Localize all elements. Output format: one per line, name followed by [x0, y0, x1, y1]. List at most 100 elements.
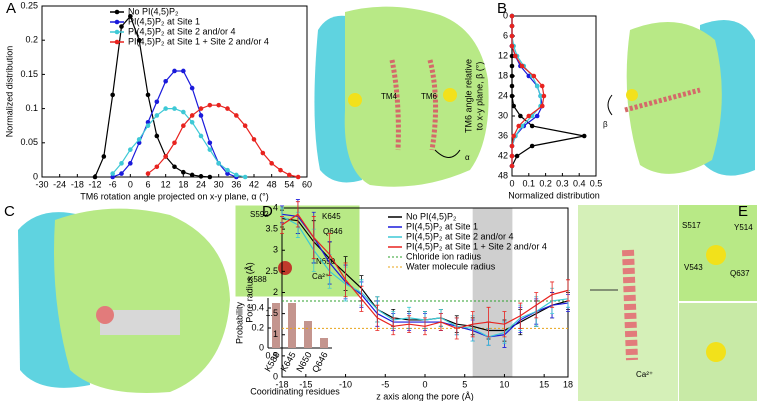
marker: [260, 150, 266, 156]
marker: [216, 102, 221, 108]
marker: [519, 123, 525, 129]
x-tick-label: -6: [109, 179, 117, 189]
x-tick-label: -12: [88, 179, 101, 189]
marker: [514, 153, 520, 159]
bar: [288, 303, 296, 348]
y-tick-label: 1: [273, 329, 278, 339]
marker: [529, 123, 535, 129]
marker: [163, 106, 168, 111]
marker: [128, 147, 133, 152]
y-tick-label: 24: [498, 90, 508, 100]
x-tick-label: 5: [462, 379, 467, 389]
x-tick-label: 0.2: [539, 178, 552, 188]
marker: [92, 174, 98, 180]
error-bar: [438, 313, 443, 331]
x-tick-label: -10: [339, 379, 352, 389]
y-tick-label: 0.1: [25, 103, 38, 113]
y-tick-label: 2.5: [265, 266, 278, 276]
y-tick-label: 36: [498, 130, 508, 140]
x-tick-label: -30: [35, 179, 48, 189]
structure-b: [607, 20, 755, 176]
marker: [529, 143, 535, 149]
error-bar: [407, 315, 412, 334]
marker: [119, 24, 124, 29]
panel-label: C: [4, 203, 15, 220]
marker: [234, 113, 239, 118]
marker: [145, 123, 151, 128]
bar: [272, 303, 280, 348]
error-bar: [391, 317, 396, 336]
marker: [509, 53, 515, 59]
annotation: S517: [682, 221, 701, 230]
panel-label: E: [738, 203, 748, 220]
error-bar: [375, 304, 380, 331]
marker: [234, 172, 239, 178]
legend-label: PI(4,5)P₂ at Site 1 + Site 2 and/or 4: [128, 36, 269, 46]
y-tick-label: 0.2: [25, 35, 38, 45]
marker: [136, 140, 142, 146]
annotation: TM4: [381, 92, 398, 101]
marker: [541, 93, 547, 99]
x-tick-label: Q646: [310, 350, 330, 374]
marker: [181, 169, 186, 175]
marker: [136, 137, 142, 142]
plot-frame: [41, 5, 308, 178]
marker: [526, 73, 532, 79]
legend-label: No PI(4,5)P₂: [128, 6, 179, 16]
x-tick-label: -5: [381, 379, 389, 389]
x-tick-label: 10: [499, 379, 509, 389]
y-tick-label: 1.5: [265, 308, 278, 318]
x-tick-label: 42: [249, 179, 259, 189]
error-bar: [550, 281, 555, 308]
series-line: [511, 16, 543, 166]
marker: [198, 106, 204, 111]
x-tick-label: 24: [196, 179, 206, 189]
x-tick-label: -24: [53, 179, 66, 189]
marker: [198, 174, 204, 179]
marker: [225, 106, 230, 111]
marker: [534, 83, 540, 89]
marker: [513, 53, 518, 59]
x-tick-label: 0.4: [573, 178, 586, 188]
marker: [136, 37, 142, 43]
marker: [539, 103, 545, 109]
legend-marker: [114, 9, 120, 15]
marker: [110, 92, 115, 98]
y-tick-label: 0.4: [251, 302, 264, 312]
annotation: Ca²⁺: [636, 370, 653, 379]
x-tick-label: 0.3: [556, 178, 569, 188]
y-tick-label: 0.05: [20, 137, 38, 147]
marker: [128, 161, 133, 166]
marker: [509, 163, 515, 169]
annotation: TM6: [421, 92, 438, 101]
annotation: S592: [250, 210, 269, 219]
y-tick-label: 42: [498, 150, 508, 160]
marker: [181, 68, 186, 74]
marker: [101, 154, 107, 159]
error-bar: [566, 279, 570, 302]
structure-e: [578, 205, 757, 401]
annotation: V543: [684, 263, 703, 272]
marker: [189, 85, 195, 91]
marker: [198, 113, 204, 118]
annotation: N650: [316, 257, 336, 266]
x-axis-label: z axis along the pore (Å): [376, 391, 474, 401]
x-tick-label: 0: [128, 179, 133, 189]
y-axis-label: to x-y plane, β (°): [474, 62, 484, 131]
error-bar: [327, 232, 332, 276]
marker: [225, 167, 230, 173]
marker: [145, 92, 151, 98]
legend-label: PI(4,5)P₂ at Site 2 and/or 4: [128, 26, 236, 36]
marker: [509, 33, 515, 39]
x-axis-label: Cooridinating residues: [250, 386, 340, 396]
series-line: [112, 108, 246, 178]
marker: [287, 172, 292, 178]
x-tick-label: 36: [231, 179, 241, 189]
marker: [269, 161, 274, 166]
x-tick-label: 60: [302, 179, 312, 189]
marker: [509, 23, 515, 29]
x-tick-label: 0.1: [523, 178, 536, 188]
x-tick-label: 0.5: [590, 178, 603, 188]
marker: [145, 119, 151, 125]
